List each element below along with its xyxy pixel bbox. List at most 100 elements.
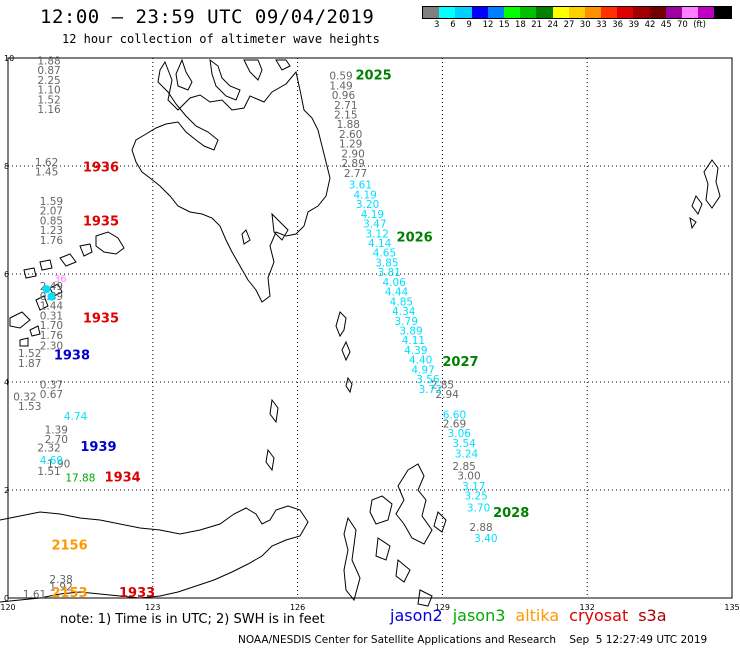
map-frame (7, 57, 733, 599)
wave-height-value: 3.70 (467, 503, 490, 515)
wave-height-value: 1.62 (35, 157, 58, 169)
wave-height-value: 3.72 (419, 384, 442, 396)
wave-height-value: 4.34 (392, 306, 416, 318)
colorbar-swatch (455, 7, 472, 18)
map-subtitle: 12 hour collection of altimeter wave hei… (62, 32, 380, 46)
pass-time-label: 1938 (54, 348, 90, 363)
colorbar-label: 42 (644, 20, 656, 30)
latitude-tick-label: 2 (4, 486, 9, 495)
wave-height-value: 4.14 (368, 238, 392, 250)
wave-height-value: 3.61 (349, 180, 372, 192)
wave-height-value: 1.88 (37, 55, 60, 67)
colorbar-label: 30 (579, 20, 591, 30)
wave-height-value: 4.44 (385, 287, 409, 299)
pass-time-label: 1935 (83, 214, 119, 229)
wave-height-value: 4.19 (353, 189, 376, 201)
wave-height-value: 1.16 (37, 104, 61, 116)
wave-height-value: 1.61 (23, 589, 46, 601)
wave-height-value: 1.45 (35, 167, 58, 179)
wave-height-value: 1.23 (40, 225, 63, 237)
colorbar-swatch (471, 7, 488, 18)
wave-height-colorbar: 3 6 9 12 15 18 21 24 27 30 33 36 39 42 45 70 (ft) (422, 6, 732, 31)
wave-height-value: 1.88 (337, 119, 360, 131)
colorbar-swatch (584, 7, 602, 18)
wave-height-value: 2.94 (436, 389, 460, 401)
wave-height-value: 3.40 (474, 533, 497, 545)
colorbar-label: 70 (677, 20, 688, 30)
legend-cryosat: cryosat (569, 606, 629, 625)
colorbar-label: 36 (612, 20, 624, 30)
wave-height-value: 4.85 (390, 296, 413, 308)
wave-height-value: 2.89 (341, 158, 364, 170)
wave-height-value: 17.88 (65, 472, 95, 484)
colorbar-swatch (568, 7, 585, 18)
wave-height-value: 1.76 (40, 330, 64, 342)
wave-height-value: 3.12 (366, 228, 389, 240)
wave-height-value: 4.65 (373, 248, 396, 260)
wave-height-value: 2.32 (37, 443, 60, 455)
pass-time-label: 1934 (105, 470, 141, 485)
wave-height-value: 1.53 (18, 401, 41, 413)
legend-jason2: jason2 (390, 606, 443, 625)
map-title: 12:00 – 23:59 UTC 09/04/2019 (40, 6, 375, 28)
wave-height-value: 1.92 (49, 581, 72, 593)
pass-time-label: 1935 (83, 312, 119, 327)
wave-height-value: 2.90 (341, 148, 364, 160)
map-grid (7, 57, 733, 599)
wave-height-value: 3.17 (462, 481, 485, 493)
wave-height-value: 1.87 (18, 358, 41, 370)
longitude-tick-label: 132 (580, 603, 595, 610)
wave-height-dot (42, 285, 51, 294)
wave-height-value: 1.59 (40, 196, 63, 208)
axis-tick-labels: 120 123 126 129 132 135 0 2 4 6 8 10 (0, 54, 739, 610)
coastline-halmahera (395, 463, 447, 545)
pass-time-label: 2153 (51, 586, 87, 601)
wave-height-value: 1.44 (40, 301, 64, 313)
colorbar-swatch (520, 7, 537, 18)
colorbar-swatch (536, 7, 553, 18)
colorbar-label: 6 (450, 20, 456, 30)
pass-time-label: 2025 (356, 69, 392, 84)
colorbar-swatch (552, 7, 569, 18)
wave-height-value: 2.88 (469, 522, 492, 534)
wave-height-value: 2.71 (334, 100, 357, 112)
legend-jason3: jason3 (452, 606, 506, 625)
latitude-tick-label: 8 (4, 162, 9, 171)
legend-s3a: s3a (638, 606, 667, 625)
pass-time-labels: 1936 1935 1935 1938 1939 1934 2156 2153 1933 2025… (51, 69, 529, 601)
coastline-basilan (23, 231, 125, 279)
pass-time-label: 1936 (83, 160, 119, 175)
colorbar-swatch (617, 7, 634, 18)
wave-height-value: 0.85 (40, 215, 63, 227)
colorbar-label: 24 (547, 20, 559, 30)
latitude-tick-label: 10 (4, 54, 14, 63)
wave-height-value: 3.79 (395, 316, 418, 328)
wave-height-value: 4.11 (402, 335, 425, 347)
pass-time-label: 1933 (119, 586, 155, 601)
wave-height-value: 2.15 (334, 109, 357, 121)
pass-time-label: 1939 (80, 440, 116, 455)
wave-height-value: 2.38 (49, 574, 72, 586)
wave-height-value: 1.51 (37, 466, 60, 478)
colorbar-swatch (633, 7, 650, 18)
wave-height-value: 4.06 (382, 277, 406, 289)
wave-height-value: 2.70 (45, 434, 68, 446)
wave-height-dot (47, 292, 56, 301)
wave-height-value: 0.96 (332, 90, 356, 102)
wave-height-value: 0.37 (40, 379, 63, 391)
wave-height-value: 2.85 (452, 461, 475, 473)
pass-time-label: 2156 (51, 538, 87, 553)
pass-time-label: 2026 (397, 231, 433, 246)
wave-height-value: 0.67 (40, 389, 63, 401)
wave-height-value: 0.31 (40, 310, 63, 322)
wave-height-value: 2.77 (344, 168, 367, 180)
colorbar-label: 21 (531, 20, 543, 30)
colorbar-swatches (422, 6, 732, 19)
footer-credit: NOAA/NESDIS Center for Satellite Applica… (238, 634, 708, 646)
wave-height-value: 3.25 (464, 491, 487, 503)
wave-height-value: 1.70 (40, 320, 63, 332)
wave-height-value: 2.60 (339, 129, 362, 141)
wave-height-value: 1.29 (339, 139, 362, 151)
colorbar-label: 12 (482, 20, 494, 30)
coastline-sulu-chain (9, 283, 63, 347)
